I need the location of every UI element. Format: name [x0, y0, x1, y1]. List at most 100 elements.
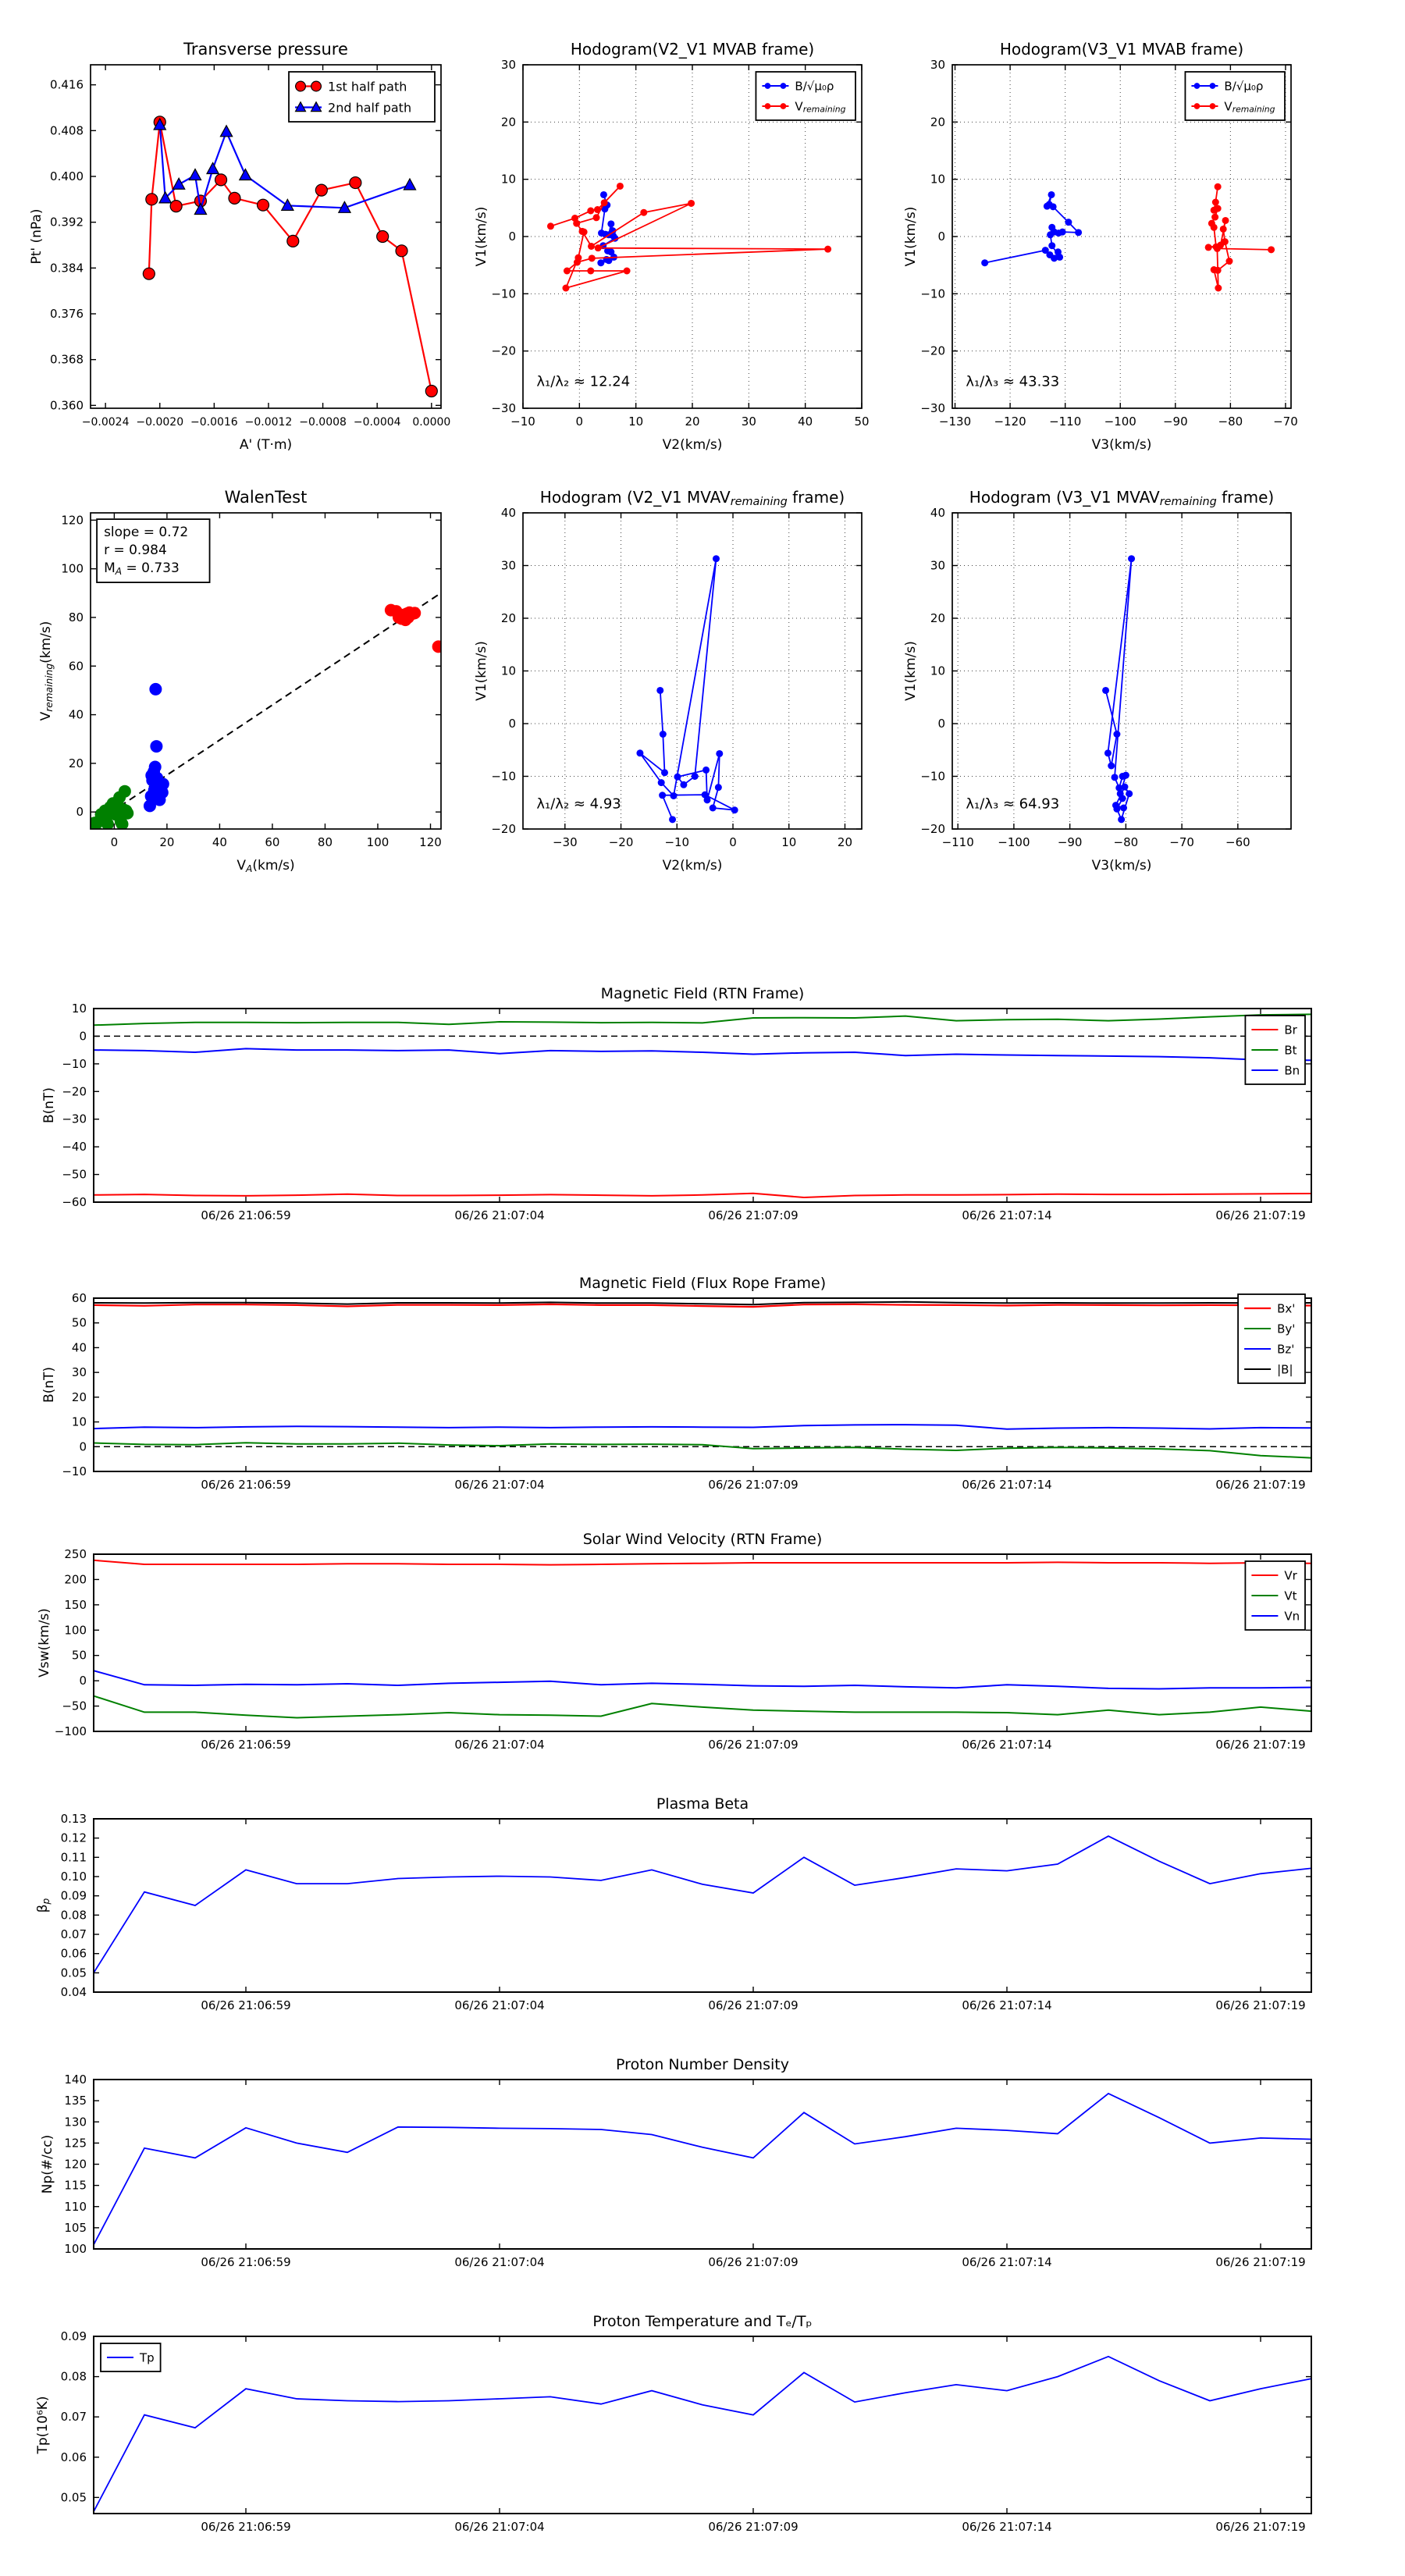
chart-title: Hodogram (V3_V1 MVAVremaining frame) — [969, 488, 1274, 508]
series-v-remaining- — [550, 185, 828, 290]
marker-dot — [609, 227, 617, 235]
x-tick-label: −70 — [1273, 415, 1298, 429]
y-tick-label: 40 — [501, 506, 516, 520]
x-tick-label: −120 — [994, 415, 1026, 429]
y-tick-label: 100 — [61, 562, 84, 576]
y-tick-label: −10 — [491, 770, 516, 784]
marker-triangle — [403, 177, 417, 190]
x-tick-label: 06/26 21:07:04 — [454, 2255, 544, 2269]
y-tick-label: 20 — [930, 115, 945, 129]
y-tick-label: 20 — [501, 611, 516, 625]
y-tick-label: 0 — [76, 805, 84, 819]
x-tick-label: 0 — [111, 835, 119, 849]
chart-hodogram-v3v1-mvab: −130 −120 −110 −100 −90 −80 −70−30−20−10010203… — [903, 40, 1298, 453]
y-tick-label: 40 — [930, 506, 945, 520]
legend-label: 1st half path — [328, 79, 407, 94]
series-proton-number-density-0 — [94, 2092, 1311, 2246]
series-vr — [94, 1559, 1311, 1566]
marker-triangle — [337, 201, 352, 213]
y-tick-label: 40 — [69, 708, 84, 722]
marker-dot — [981, 259, 989, 267]
legend-label: Vr — [1284, 1568, 1297, 1582]
x-tick-label: 0.0000 — [412, 416, 450, 429]
x-tick-label: 06/26 21:06:59 — [201, 1478, 290, 1492]
legend-label: Br — [1284, 1023, 1297, 1037]
legend-label: Tp — [139, 2350, 155, 2364]
marker-dot — [1119, 795, 1126, 802]
y-tick-label: −20 — [491, 344, 516, 358]
marker-dot — [587, 267, 595, 275]
marker-dot — [607, 220, 615, 228]
x-tick-label: 20 — [159, 835, 174, 849]
legend-label: |B| — [1277, 1362, 1293, 1376]
y-tick-label: 10 — [501, 664, 516, 678]
x-tick-label: −100 — [1104, 415, 1136, 429]
marker-dot — [1120, 804, 1128, 812]
marker-dot — [659, 792, 667, 799]
x-axis-label: VA(km/s) — [237, 858, 294, 874]
y-tick-label: 250 — [64, 1547, 87, 1561]
chart-magnetic-field-flux-rope: 06/26 21:06:59 06/26 21:07:04 06/26 21:07:… — [41, 1275, 1312, 1492]
y-tick-label: 0.05 — [61, 2490, 87, 2504]
x-tick-label: 40 — [212, 835, 227, 849]
chart-title: Hodogram(V2_V1 MVAB frame) — [571, 40, 814, 59]
x-tick-label: 06/26 21:07:14 — [962, 1478, 1051, 1492]
x-tick-label: −10 — [510, 415, 535, 429]
legend-label: Vn — [1284, 1609, 1300, 1623]
marker-dot — [623, 267, 631, 275]
marker-dot — [562, 284, 570, 292]
y-tick-label: 0.09 — [61, 2329, 87, 2343]
x-tick-label: 06/26 21:07:14 — [962, 2520, 1051, 2534]
marker-dot — [1268, 246, 1275, 254]
y-tick-label: 60 — [72, 1291, 87, 1305]
marker-dot — [150, 740, 163, 753]
marker-circle — [214, 173, 228, 187]
y-axis-label: V1(km/s) — [474, 207, 489, 267]
chart-title: Hodogram (V2_V1 MVAVremaining frame) — [540, 488, 845, 508]
y-tick-label: −10 — [62, 1464, 87, 1478]
x-tick-label: 06/26 21:07:04 — [454, 1478, 544, 1492]
y-tick-label: 20 — [72, 1390, 87, 1404]
marker-dot — [1225, 258, 1233, 265]
marker-triangle — [172, 177, 186, 190]
marker-dot — [101, 817, 114, 829]
y-tick-label: −50 — [62, 1699, 87, 1713]
marker-dot — [1221, 238, 1229, 246]
marker-dot — [1075, 229, 1083, 237]
y-axis-label: Tp(10⁶K) — [35, 2396, 51, 2454]
x-tick-label: −110 — [942, 835, 974, 849]
chart-magnetic-field-rtn: 06/26 21:06:59 06/26 21:07:04 06/26 21:07:… — [41, 985, 1312, 1222]
legend-label: By' — [1277, 1322, 1295, 1336]
marker-circle — [311, 80, 322, 92]
y-tick-label: 110 — [64, 2200, 87, 2214]
marker-circle — [169, 200, 183, 213]
series-vt — [94, 1695, 1311, 1719]
y-tick-label: 0.11 — [61, 1850, 87, 1864]
x-tick-label: −60 — [1225, 835, 1250, 849]
y-tick-label: 140 — [64, 2073, 87, 2087]
chart-title: Proton Temperature and Tₑ/Tₚ — [592, 2313, 812, 2330]
marker-dot — [1058, 228, 1066, 236]
legend-label: Vremaining — [795, 99, 845, 114]
chart-plasma-beta: 06/26 21:06:59 06/26 21:07:04 06/26 21:07:… — [35, 1795, 1312, 2012]
y-tick-label: 60 — [69, 659, 84, 673]
series-br — [94, 1192, 1311, 1199]
marker-dot — [587, 207, 595, 215]
y-tick-label: 80 — [69, 610, 84, 624]
y-tick-label: 20 — [930, 611, 945, 625]
marker-dot — [1113, 731, 1121, 738]
chart-title: Magnetic Field (Flux Rope Frame) — [579, 1275, 826, 1292]
marker-dot — [731, 806, 738, 814]
legend: Tp — [100, 2343, 162, 2372]
x-tick-label: 06/26 21:07:09 — [708, 2255, 798, 2269]
y-tick-label: 0.13 — [61, 1812, 87, 1826]
series--b- — [94, 1300, 1311, 1306]
x-tick-label: 06/26 21:07:04 — [454, 1208, 544, 1222]
marker-dot — [1214, 205, 1222, 212]
legend: B/√μ₀ρ Vremaining — [1184, 71, 1286, 121]
y-tick-label: 0 — [937, 229, 945, 244]
marker-dot — [588, 254, 596, 262]
marker-dot — [670, 792, 678, 799]
chart-proton-number-density: 06/26 21:06:59 06/26 21:07:04 06/26 21:07:… — [40, 2056, 1312, 2269]
y-tick-label: −40 — [62, 1140, 87, 1154]
